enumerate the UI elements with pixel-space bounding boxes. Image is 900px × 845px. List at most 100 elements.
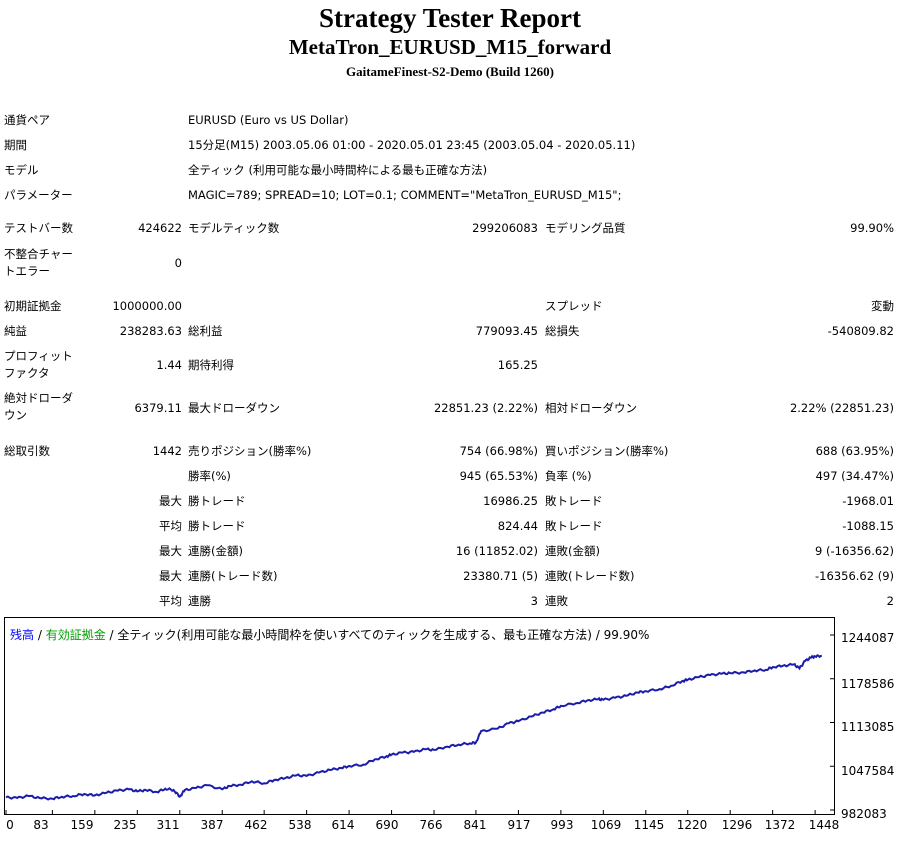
legend-separator: / [34,628,46,642]
period-value: 15分足(M15) 2003.05.06 01:00 - 2020.05.01 … [188,138,636,152]
chart-legend: 残高 / 有効証拠金 / 全ティック(利用可能な最小時間枠を使いすべてのティック… [10,626,649,643]
legend-separator: / [591,628,604,642]
tick-marks [5,634,834,814]
ticks-value: 299206083 [472,221,538,235]
mismatch-label: 不整合チャートエラー [4,247,73,278]
x-tick-label: 614 [331,818,355,832]
max-consecutive-wins-label: 連勝(金額) [188,544,243,558]
x-tick-label: 993 [550,818,574,832]
maximal-drawdown-value: 22851.23 (2.22%) [433,401,538,415]
average-consecutive-wins-value: 3 [530,594,538,608]
y-tick-label: 1178586 [841,677,895,691]
average-consecutive-losses-value: 2 [886,594,894,608]
spread-label: スプレッド [545,299,603,313]
bars-label: テストバー数 [4,221,73,235]
largest-win-label: 勝トレード [188,494,246,508]
largest-loss-value: -1968.01 [842,494,894,508]
gross-profit-label: 総利益 [188,324,223,338]
x-tick-label: 83 [33,818,49,832]
y-tick-label: 982083 [841,807,887,821]
largest-win-value: 16986.25 [483,494,538,508]
total-trades-label: 総取引数 [4,444,50,458]
legend-model: 全ティック(利用可能な最小時間枠を使いすべてのティックを生成する、最も正確な方法… [117,628,592,642]
plot-area [4,617,835,815]
short-positions-label: 売りポジション(勝率%) [188,444,312,458]
profit-factor-label: プロフィットファクタ [4,349,73,380]
absolute-drawdown-value: 6379.11 [134,401,182,415]
x-tick-label: 1296 [721,818,753,832]
spread-value: 変動 [871,299,894,313]
legend-separator: / [105,628,118,642]
relative-drawdown-label: 相対ドローダウン [545,401,637,415]
net-profit-label: 純益 [4,324,27,338]
net-profit-value: 238283.63 [119,324,182,338]
x-tick-label: 841 [463,818,487,832]
profit-trades-value: 945 (65.53%) [459,469,538,483]
loss-trades-label: 負率 (%) [545,469,592,483]
maximal-consecutive-profit-label: 連勝(トレード数) [188,569,278,583]
params-value: MAGIC=789; SPREAD=10; LOT=0.1; COMMENT="… [188,188,622,202]
largest-loss-label: 敗トレード [545,494,603,508]
total-trades-value: 1442 [152,444,182,458]
average-loss-value: -1088.15 [842,519,894,533]
symbol-label: 通貨ペア [4,113,50,127]
x-tick-label: 1448 [808,818,840,832]
loss-trades-value: 497 (34.47%) [815,469,894,483]
balance-line [5,654,823,801]
balance-chart-svg [4,617,835,815]
max-consecutive-wins-value: 16 (11852.02) [455,544,538,558]
deposit-value: 1000000.00 [112,299,182,313]
average-loss-label: 敗トレード [545,519,603,533]
server-build: GaitameFinest-S2-Demo (Build 1260) [346,64,554,79]
quality-value: 99.90% [850,221,894,235]
short-positions-value: 754 (66.98%) [459,444,538,458]
maximal-drawdown-label: 最大ドローダウン [188,401,280,415]
average-consecutive-losses-label: 連敗 [545,594,568,608]
expert-name: MetaTron_EURUSD_M15_forward [288,35,612,59]
maximal-consecutive-loss-label: 連敗(トレード数) [545,569,635,583]
symbol-value: EURUSD (Euro vs US Dollar) [188,113,349,127]
expected-payoff-label: 期待利得 [188,358,234,372]
x-tick-label: 462 [244,818,268,832]
average-consecutive-wins-label: 連勝 [188,594,211,608]
x-tick-label: 1220 [676,818,708,832]
x-tick-label: 917 [507,818,531,832]
x-tick-label: 159 [70,818,94,832]
y-tick-label: 1047584 [841,764,895,778]
average-win-label: 勝トレード [188,519,246,533]
profit-factor-value: 1.44 [156,358,182,372]
absolute-drawdown-label: 絶対ドローダウン [4,391,73,422]
deposit-label: 初期証拠金 [4,299,62,313]
average-win-value: 824.44 [497,519,538,533]
profit-trades-label: 勝率(%) [188,469,231,483]
maximal-consecutive-loss-value: -16356.62 (9) [815,569,894,583]
y-tick-label: 1113085 [841,720,895,734]
model-label: モデル [4,163,39,177]
y-tick-label: 1244087 [841,631,895,645]
period-label: 期間 [4,138,27,152]
x-tick-label: 387 [200,818,224,832]
quality-label: モデリング品質 [545,221,626,235]
x-tick-label: 0 [6,818,14,832]
largest-label: 最大 [159,494,182,508]
model-value: 全ティック (利用可能な最小時間枠による最も正確な方法) [188,163,488,177]
maximal-consecutive-label: 最大 [159,569,182,583]
average-consecutive-label: 平均 [159,594,182,608]
report-title: Strategy Tester Report [319,3,581,33]
relative-drawdown-value: 2.22% (22851.23) [789,401,894,415]
x-tick-label: 766 [419,818,443,832]
max-consecutive-losses-value: 9 (-16356.62) [815,544,894,558]
long-positions-value: 688 (63.95%) [815,444,894,458]
balance-chart: 残高 / 有効証拠金 / 全ティック(利用可能な最小時間枠を使いすべてのティック… [4,617,898,845]
maximal-consecutive-profit-value: 23380.71 (5) [463,569,538,583]
x-tick-label: 1372 [764,818,796,832]
params-label: パラメーター [4,188,73,202]
max-consecutive-losses-label: 連敗(金額) [545,544,600,558]
average-label: 平均 [159,519,182,533]
legend-quality: 99.90% [603,628,650,642]
x-tick-label: 538 [288,818,312,832]
gross-loss-value: -540809.82 [827,324,894,338]
expected-payoff-value: 165.25 [497,358,538,372]
mismatch-value: 0 [174,256,182,270]
x-tick-label: 1069 [590,818,622,832]
